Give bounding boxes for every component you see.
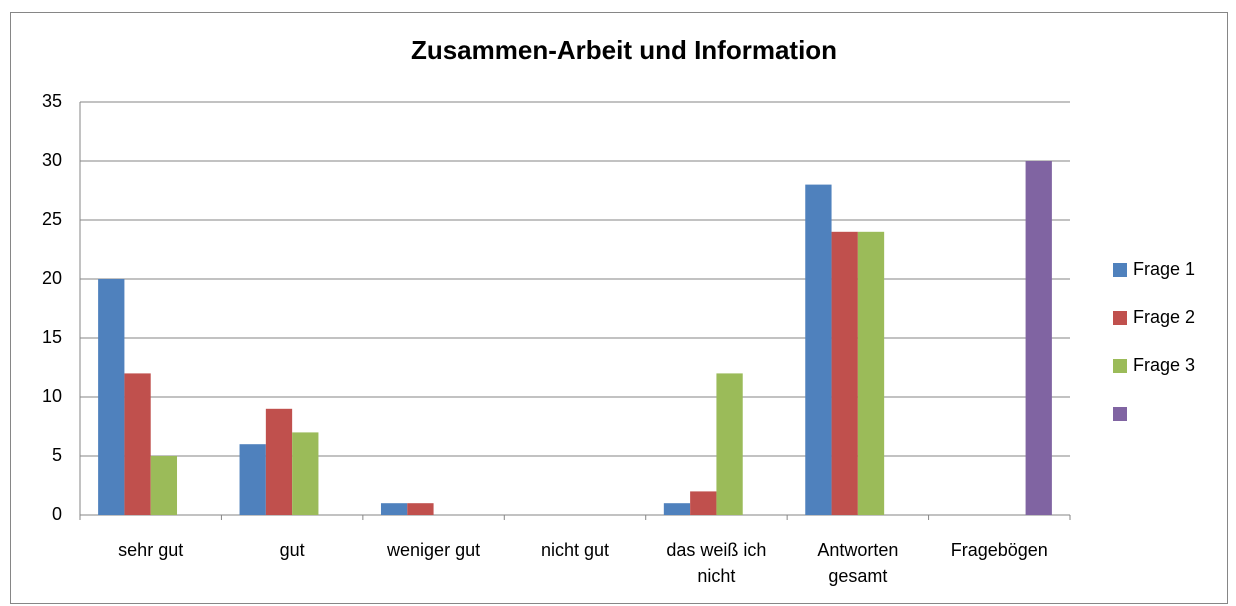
y-tick-label: 0: [52, 504, 62, 524]
y-tick-label: 35: [42, 91, 62, 111]
legend-swatch: [1113, 263, 1127, 277]
bar: [663, 503, 691, 515]
bar: [805, 184, 832, 515]
x-tick-label: sehr gut: [118, 540, 184, 560]
x-tick-label: das weiß ich nicht: [666, 540, 767, 586]
legend-label: Frage 2: [1133, 307, 1195, 327]
legend-label: Frage 3: [1133, 355, 1195, 375]
bar: [831, 231, 858, 516]
y-tick-label: 5: [52, 445, 62, 465]
bar: [690, 491, 717, 515]
bar: [1025, 161, 1052, 515]
bar: [265, 408, 293, 515]
y-tick-label: 30: [42, 150, 62, 170]
bar: [292, 432, 319, 515]
x-tick-label: Fragebögen: [950, 540, 1048, 560]
x-tick-label: nicht gut: [540, 540, 610, 560]
y-tick-label: 20: [42, 268, 62, 288]
chart-border: [10, 12, 1228, 604]
chart-title: Zusammen-Arbeit und Information: [411, 35, 837, 65]
bar: [150, 456, 178, 515]
y-tick-label: 10: [42, 386, 62, 406]
bar: [239, 444, 266, 515]
y-tick-label: 15: [42, 327, 62, 347]
bar: [98, 279, 125, 515]
bar: [124, 373, 151, 515]
bar: [407, 503, 434, 515]
legend-swatch: [1113, 407, 1127, 421]
x-tick-label: weniger gut: [387, 540, 481, 560]
legend-swatch: [1113, 359, 1127, 373]
bar: [716, 373, 743, 515]
legend-swatch: [1113, 311, 1127, 325]
legend-label: Frage 1: [1133, 259, 1195, 279]
x-tick-label: gut: [279, 540, 305, 560]
bar: [380, 503, 408, 515]
y-tick-label: 25: [42, 209, 62, 229]
x-tick-label: Antworten gesamt: [817, 540, 899, 586]
bar: [857, 231, 885, 516]
